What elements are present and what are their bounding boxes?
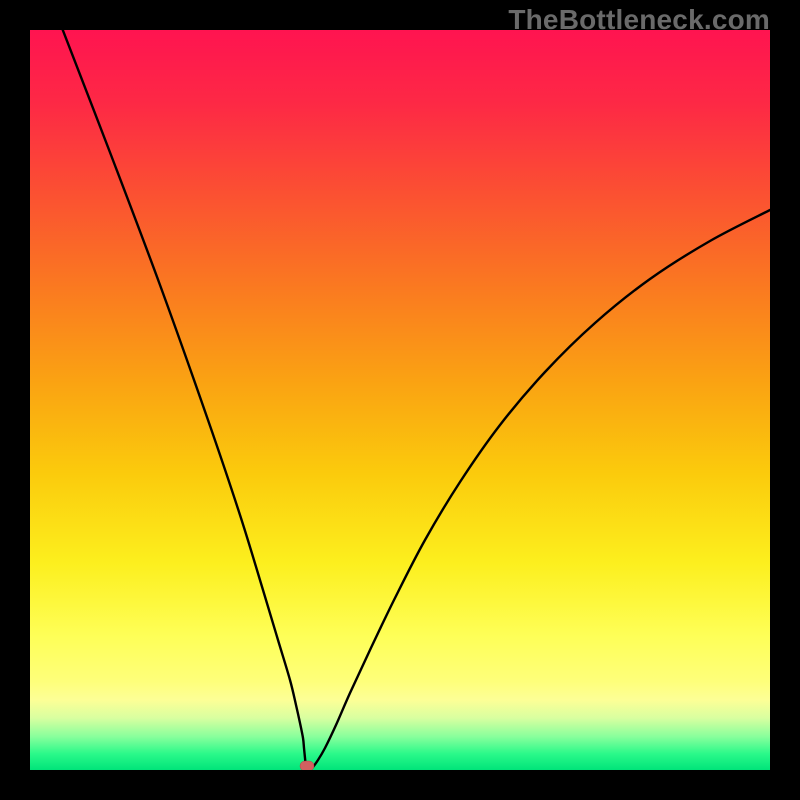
plot-background-gradient xyxy=(30,30,770,770)
chart-svg xyxy=(0,0,800,800)
optimal-marker xyxy=(300,761,314,771)
watermark-text: TheBottleneck.com xyxy=(508,4,770,36)
